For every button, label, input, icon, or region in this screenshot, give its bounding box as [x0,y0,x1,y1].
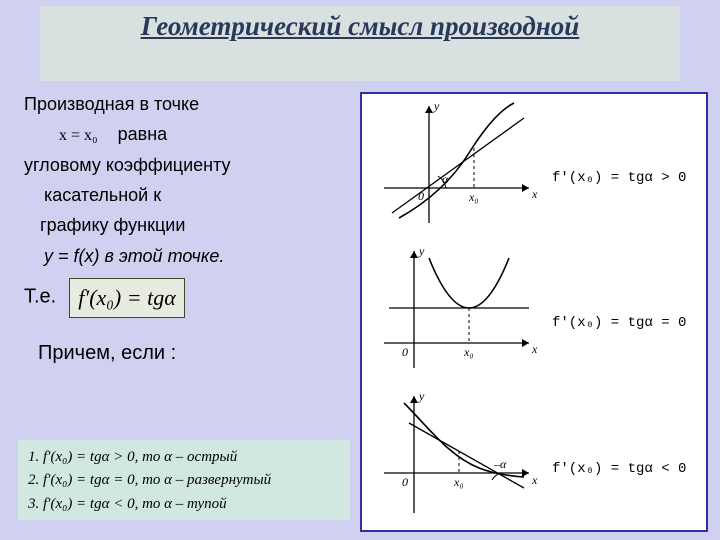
case-3: 3. f′(x₀) = tgα < 0, то α – тупой [28,493,340,516]
g2-xlabel: x [531,342,538,356]
graph-row-1: x y 0 x₀ α f′(x₀) = tgα > 0 [362,94,706,239]
line-8: Причем, если : [24,340,354,367]
g3-x0: x₀ [453,475,464,489]
g2-ylabel: y [418,244,425,258]
graph-1: x y 0 x₀ α [374,98,539,228]
graph-3-label: f′(x₀) = tgα < 0 [552,461,686,477]
slide-title-box: Геометрический смысл производной [40,6,680,81]
g1-x0: x₀ [468,190,479,204]
graphs-panel: x y 0 x₀ α f′(x₀) = tgα > 0 [360,92,708,532]
graph-row-3: x y 0 x₀ –α f′(x₀) = tgα < 0 [362,384,706,529]
g1-xlabel: x [531,187,538,201]
line-7-row: Т.е. f′(x₀) = tgα [24,278,354,318]
line-1: Производная в точке [24,92,354,116]
case-1: 1. f′(x₀) = tgα > 0, то α – острый [28,446,340,469]
graph-1-label: f′(x₀) = tgα > 0 [552,170,686,186]
g1-alpha: α [442,172,449,186]
graph-2-label: f′(x₀) = tgα = 0 [552,315,686,331]
case-2: 2. f′(x₀) = tgα = 0, то α – развернутый [28,469,340,492]
line-4: касательной к [24,183,354,207]
g1-ylabel: y [433,99,440,113]
graph-3: x y 0 x₀ –α [374,388,539,518]
line-3: угловому коэффициенту [24,153,354,177]
line-7: Т.е. [24,286,56,308]
line-2: x = x₀ равна [24,122,354,147]
cases-box: 1. f′(x₀) = tgα > 0, то α – острый 2. f′… [18,440,350,520]
g3-alpha: –α [493,457,507,471]
g3-origin: 0 [402,475,408,489]
slide-title: Геометрический смысл производной [141,11,580,41]
g2-x0: x₀ [463,345,474,359]
line-6: y = f(x) в этой точке. [24,244,354,268]
line-6-text: y = f(x) в этой точке. [44,246,224,266]
g3-xlabel: x [531,473,538,487]
left-text-block: Производная в точке x = x₀ равна угловом… [24,92,354,373]
graph-row-2: x y 0 x₀ f′(x₀) = tgα = 0 [362,239,706,384]
line-2-tail: равна [118,124,168,144]
g3-ylabel: y [418,389,425,403]
formula-box: f′(x₀) = tgα [69,278,185,318]
graph-2: x y 0 x₀ [374,243,539,373]
g2-origin: 0 [402,345,408,359]
line-5: графику функции [24,213,354,237]
eq-x0: x = x₀ [59,127,98,144]
